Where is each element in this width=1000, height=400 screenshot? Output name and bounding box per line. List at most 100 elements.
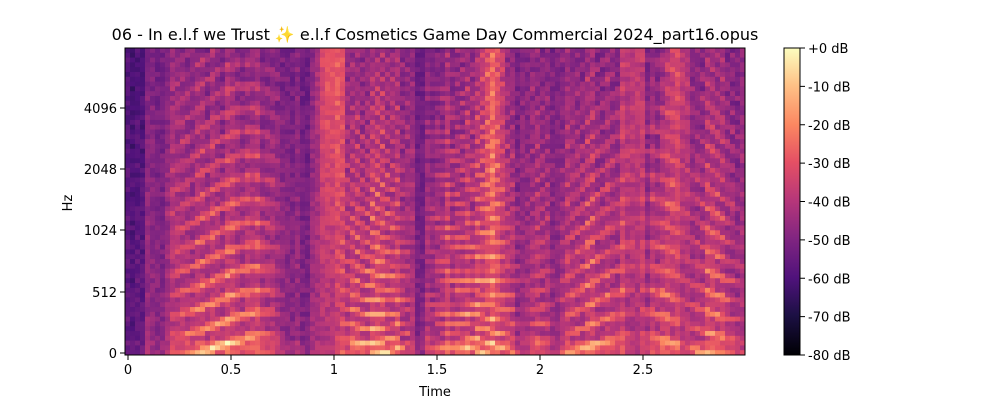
spectrogram-cell — [215, 268, 221, 275]
spectrogram-cell — [280, 187, 286, 193]
spectrogram-cell — [325, 110, 331, 116]
spectrogram-cell — [225, 129, 231, 135]
spectrogram-cell — [480, 139, 486, 145]
spectrogram-cell — [295, 249, 301, 255]
spectrogram-cell — [155, 172, 161, 179]
spectrogram-cell — [190, 76, 196, 83]
spectrogram-cell — [245, 71, 251, 78]
spectrogram-cell — [190, 307, 196, 313]
spectrogram-cell — [285, 172, 291, 179]
spectrogram-cell — [260, 76, 266, 83]
spectrogram-cell — [350, 278, 356, 284]
spectrogram-cell — [440, 254, 446, 260]
spectrogram-cell — [170, 62, 176, 68]
spectrogram-cell — [255, 350, 261, 355]
spectrogram-cell — [150, 340, 156, 347]
spectrogram-cell — [140, 91, 146, 97]
spectrogram-cell — [470, 259, 476, 265]
spectrogram-cell — [260, 215, 266, 222]
spectrogram-cell — [235, 297, 241, 303]
spectrogram-cell — [500, 211, 506, 217]
spectrogram-cell — [240, 139, 246, 145]
spectrogram-cell — [305, 220, 311, 227]
spectrogram-cell — [390, 119, 396, 126]
spectrogram-cell — [510, 287, 516, 294]
spectrogram-cell — [460, 91, 466, 97]
spectrogram-cell — [435, 86, 441, 92]
spectrogram-cell — [310, 153, 316, 159]
spectrogram-cell — [400, 335, 406, 342]
spectrogram-cell — [280, 311, 286, 318]
spectrogram-cell — [505, 311, 511, 318]
spectrogram-cell — [205, 57, 211, 63]
spectrogram-cell — [455, 71, 461, 78]
spectrogram-cell — [470, 211, 476, 217]
spectrogram-cell — [410, 316, 416, 323]
spectrogram-cell — [375, 52, 381, 59]
spectrogram-cell — [415, 239, 421, 246]
spectrogram-cell — [155, 307, 161, 313]
spectrogram-cell — [465, 48, 471, 54]
spectrogram-cell — [495, 48, 501, 54]
spectrogram-cell — [225, 206, 231, 212]
spectrogram-cell — [250, 91, 256, 97]
spectrogram-cell — [155, 62, 161, 68]
spectrogram-cell — [195, 321, 201, 327]
spectrogram-cell — [445, 350, 451, 355]
spectrogram-cell — [320, 201, 326, 207]
spectrogram-cell — [415, 110, 421, 116]
spectrogram-cell — [350, 76, 356, 83]
spectrogram-cell — [490, 331, 496, 337]
spectrogram-cell — [335, 297, 341, 303]
spectrogram-cell — [300, 350, 306, 355]
spectrogram-cell — [385, 283, 391, 289]
spectrogram-cell — [250, 100, 256, 107]
spectrogram-cell — [315, 283, 321, 289]
spectrogram-cell — [275, 100, 281, 107]
spectrogram-cell — [425, 67, 431, 73]
spectrogram-cell — [405, 273, 411, 279]
spectrogram-cell — [125, 52, 131, 59]
spectrogram-cell — [480, 187, 486, 193]
spectrogram-cell — [260, 48, 266, 54]
spectrogram-cell — [395, 158, 401, 164]
spectrogram-cell — [380, 67, 386, 73]
spectrogram-cell — [410, 187, 416, 193]
spectrogram-cell — [210, 100, 216, 107]
spectrogram-cell — [325, 153, 331, 159]
spectrogram-cell — [470, 307, 476, 313]
spectrogram-cell — [395, 254, 401, 260]
spectrogram-cell — [370, 249, 376, 255]
spectrogram-cell — [310, 191, 316, 198]
spectrogram-cell — [130, 177, 136, 183]
spectrogram-cell — [150, 311, 156, 318]
spectrogram-cell — [405, 153, 411, 159]
spectrogram-cell — [230, 345, 236, 351]
spectrogram-cell — [485, 220, 491, 227]
spectrogram-cell — [415, 244, 421, 251]
spectrogram-cell — [250, 81, 256, 87]
spectrogram-cell — [290, 206, 296, 212]
spectrogram-cell — [400, 81, 406, 87]
spectrogram-cell — [240, 119, 246, 126]
spectrogram-cell — [495, 182, 501, 188]
spectrogram-cell — [325, 81, 331, 87]
spectrogram-cell — [470, 321, 476, 327]
spectrogram-cell — [435, 215, 441, 222]
spectrogram-cell — [385, 81, 391, 87]
spectrogram-cell — [330, 187, 336, 193]
spectrogram-cell — [355, 105, 361, 111]
spectrogram-cell — [230, 316, 236, 323]
spectrogram-cell — [410, 321, 416, 327]
spectrogram-cell — [425, 86, 431, 92]
spectrogram-cell — [140, 177, 146, 183]
spectrogram-cell — [425, 263, 431, 270]
spectrogram-cell — [330, 191, 336, 198]
spectrogram-cell — [420, 158, 426, 164]
spectrogram-cell — [430, 52, 436, 59]
spectrogram-cell — [325, 91, 331, 97]
spectrogram-cell — [425, 316, 431, 323]
spectrogram-cell — [265, 292, 271, 299]
spectrogram-cell — [375, 91, 381, 97]
spectrogram-cell — [370, 167, 376, 174]
